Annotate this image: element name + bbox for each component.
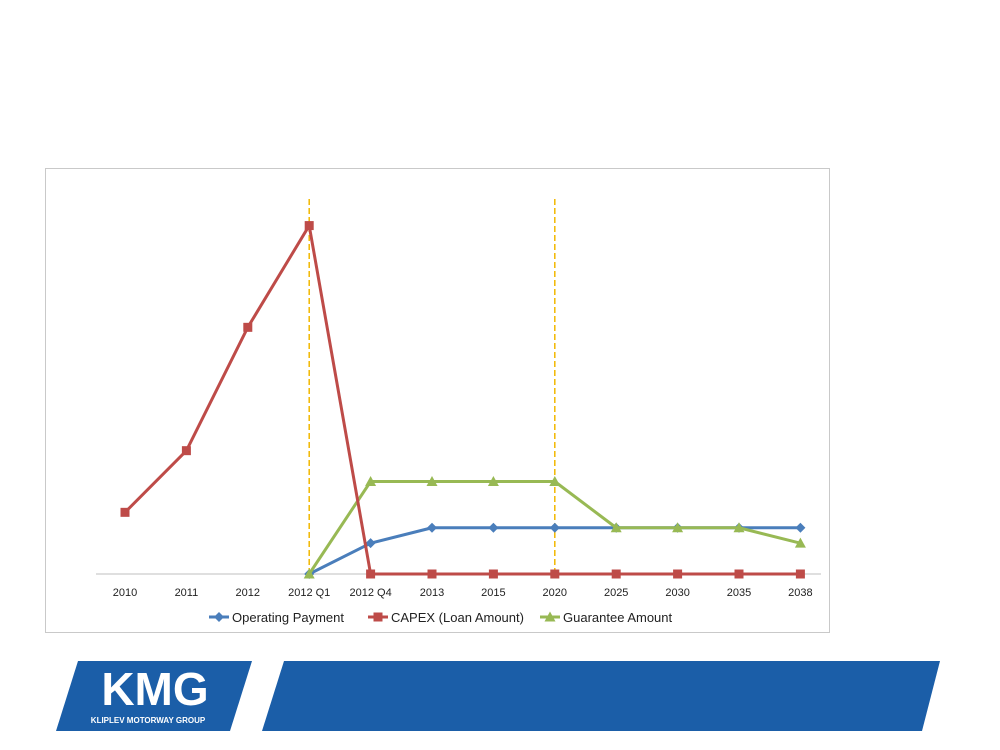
data-point bbox=[427, 522, 437, 533]
data-point bbox=[734, 569, 744, 579]
data-point bbox=[611, 569, 621, 579]
footer-banner: KMG KLIPLEV MOTORWAY GROUP bbox=[56, 661, 940, 731]
data-point bbox=[672, 522, 684, 533]
series-line bbox=[123, 224, 801, 576]
line-chart: 2010 2011 2012 2012 Q1 2012 Q4 2013 2015 2020 20… bbox=[96, 199, 821, 625]
data-point bbox=[487, 476, 499, 486]
x-tick-label: 2015 bbox=[481, 587, 505, 599]
x-tick-label: 2013 bbox=[420, 587, 444, 599]
chart-frame: 2010 2011 2012 2012 Q1 2012 Q4 2013 2015 2020 20… bbox=[45, 168, 830, 633]
x-tick-label: 2030 bbox=[665, 587, 689, 599]
data-point bbox=[549, 522, 560, 533]
data-point bbox=[366, 569, 376, 579]
data-point bbox=[488, 569, 498, 579]
data-point bbox=[373, 612, 383, 622]
x-tick-label: 2011 bbox=[175, 587, 199, 599]
data-point bbox=[304, 221, 314, 231]
data-point bbox=[365, 538, 376, 549]
data-point bbox=[794, 537, 806, 548]
legend-label: Guarantee Amount bbox=[563, 610, 673, 625]
x-tick-label: 2020 bbox=[543, 587, 567, 599]
data-point bbox=[427, 569, 437, 579]
data-point bbox=[120, 507, 130, 517]
data-point bbox=[488, 522, 499, 533]
data-point bbox=[733, 522, 745, 533]
x-tick-label: 2012 bbox=[236, 587, 260, 599]
x-tick-label: 2035 bbox=[727, 587, 751, 599]
data-point bbox=[426, 476, 438, 486]
data-point bbox=[610, 522, 622, 533]
data-point bbox=[214, 612, 224, 622]
logo-subtext: KLIPLEV MOTORWAY GROUP bbox=[91, 716, 206, 725]
data-point bbox=[795, 522, 806, 533]
x-tick-label: 2025 bbox=[604, 587, 628, 599]
data-point bbox=[303, 568, 315, 579]
x-tick-label: 2038 bbox=[788, 587, 812, 599]
data-point bbox=[365, 476, 377, 486]
logo-badge bbox=[56, 661, 252, 731]
data-point bbox=[243, 322, 253, 332]
logo-text: KMG bbox=[101, 663, 208, 715]
legend-label: Operating Payment bbox=[232, 610, 344, 625]
data-point bbox=[549, 476, 561, 486]
x-tick-label: 2012 Q4 bbox=[349, 587, 391, 599]
legend-label: CAPEX (Loan Amount) bbox=[391, 610, 524, 625]
footer-bar bbox=[262, 661, 940, 731]
x-tick-label: 2012 Q1 bbox=[288, 587, 330, 599]
data-point bbox=[550, 569, 560, 579]
x-tick-label: 2010 bbox=[113, 587, 137, 599]
data-point bbox=[673, 569, 683, 579]
data-point bbox=[181, 446, 191, 456]
data-point bbox=[795, 569, 805, 579]
data-point bbox=[544, 611, 556, 622]
